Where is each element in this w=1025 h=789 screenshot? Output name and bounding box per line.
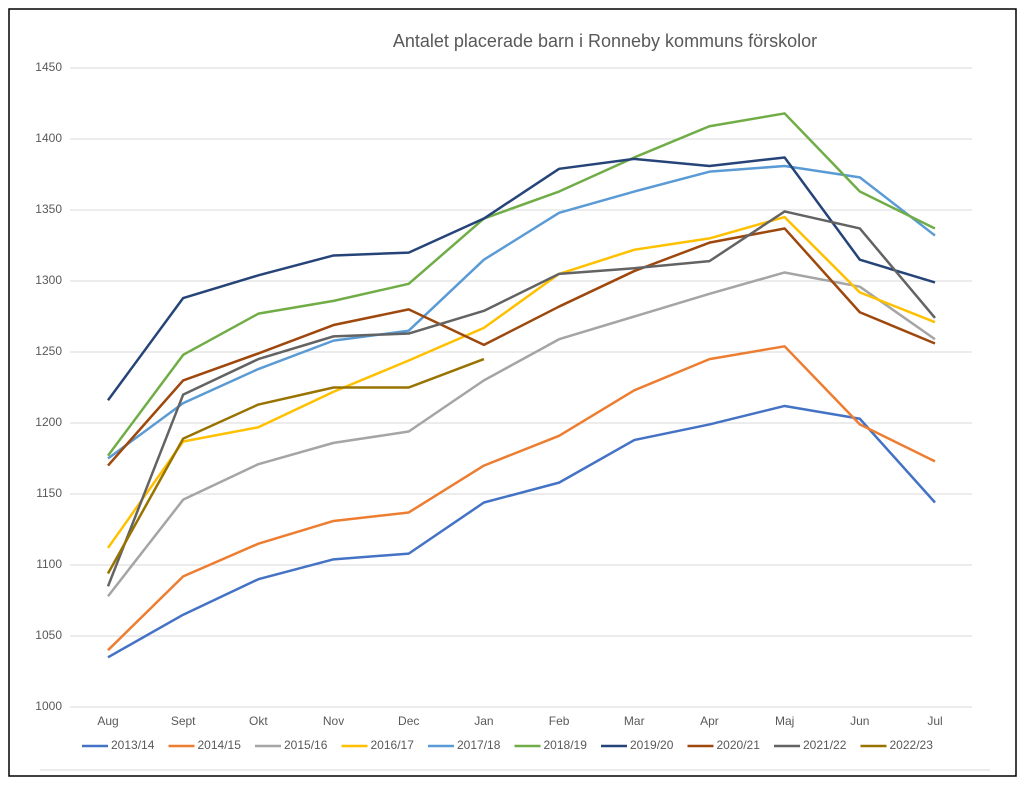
- legend-label: 2017/18: [457, 738, 501, 752]
- y-tick-label: 1100: [36, 557, 62, 571]
- series-line: [106, 112, 936, 457]
- x-tick-label: Feb: [549, 714, 570, 728]
- y-tick-label: 1200: [35, 415, 62, 429]
- y-tick-label: 1150: [36, 486, 62, 500]
- legend-label: 2021/22: [803, 738, 847, 752]
- series-line: [107, 271, 936, 598]
- legend-label: 2016/17: [371, 738, 415, 752]
- series-line: [106, 210, 936, 587]
- chart-title: Antalet placerade barn i Ronneby kommuns…: [393, 31, 817, 51]
- series-line: [106, 357, 485, 575]
- legend-label: 2020/21: [717, 738, 761, 752]
- series-line: [107, 227, 936, 467]
- x-tick-label: Sept: [171, 714, 196, 728]
- series-line: [107, 345, 936, 652]
- legend-label: 2015/16: [284, 738, 328, 752]
- series-line: [106, 156, 936, 402]
- x-tick-label: Jan: [474, 714, 493, 728]
- y-tick-label: 1300: [35, 273, 62, 287]
- x-tick-label: Mar: [624, 714, 645, 728]
- series-line: [107, 404, 936, 659]
- x-tick-label: Jul: [927, 714, 942, 728]
- y-tick-label: 1000: [35, 699, 62, 713]
- y-tick-label: 1050: [35, 628, 62, 642]
- legend-label: 2022/23: [890, 738, 934, 752]
- y-tick-label: 1450: [35, 60, 62, 74]
- legend-label: 2013/14: [111, 738, 155, 752]
- chart-border: [8, 8, 1017, 777]
- x-tick-label: Jun: [850, 714, 869, 728]
- legend-label: 2014/15: [198, 738, 242, 752]
- legend-label: 2018/19: [544, 738, 588, 752]
- x-tick-label: Dec: [398, 714, 419, 728]
- x-tick-label: Nov: [323, 714, 344, 728]
- y-tick-label: 1350: [35, 202, 62, 216]
- y-tick-label: 1250: [35, 344, 62, 358]
- x-tick-label: Maj: [775, 714, 794, 728]
- x-tick-label: Apr: [700, 714, 719, 728]
- series-line: [107, 164, 936, 460]
- x-tick-label: Okt: [249, 714, 268, 728]
- series-line: [106, 215, 936, 549]
- x-tick-label: Aug: [97, 714, 118, 728]
- y-tick-label: 1400: [35, 131, 62, 145]
- legend-label: 2019/20: [630, 738, 674, 752]
